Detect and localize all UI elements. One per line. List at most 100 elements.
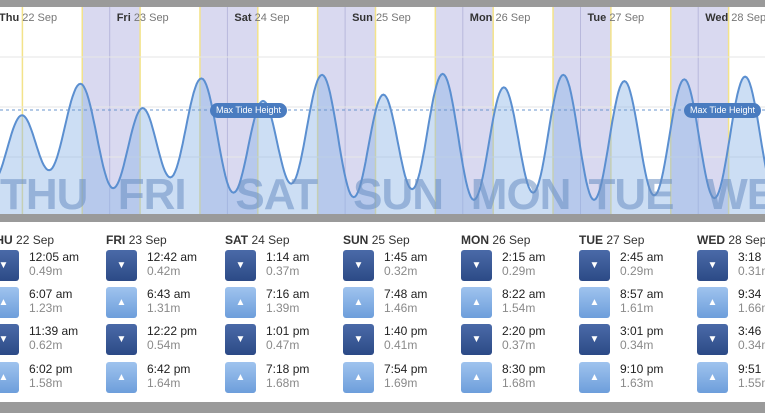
down-arrow-icon: ▼ <box>106 250 137 281</box>
tide-day-header: TUE 27 Sep <box>579 233 644 247</box>
chart-day-name: Sun <box>352 12 373 24</box>
tide-height: 0.42m <box>147 264 181 278</box>
tide-table: THU 22 Sep ▼ 12:05 am0.49m ▲ 6:07 am1.23m ▼ 11… <box>0 222 765 402</box>
tide-day-header: SUN 25 Sep <box>343 233 410 247</box>
tide-height: 1.23m <box>29 301 63 315</box>
tide-height: 0.29m <box>502 264 536 278</box>
tide-height: 1.68m <box>266 376 300 390</box>
day-watermark: SUN <box>353 170 444 214</box>
chart-day-date: 27 Sep <box>609 12 645 24</box>
tide-height: 1.39m <box>266 301 300 315</box>
tide-day-date: 28 Sep <box>728 233 765 247</box>
chart-day-name: Mon <box>469 12 493 24</box>
up-arrow-icon: ▲ <box>579 287 610 318</box>
day-watermark: MON <box>470 170 572 214</box>
chart-day-name: Wed <box>705 12 729 24</box>
tide-height: 0.54m <box>147 338 181 352</box>
tide-day-header: FRI 23 Sep <box>106 233 167 247</box>
tide-time: 1:01 pm <box>266 324 310 338</box>
tide-day-name: MON <box>461 233 489 247</box>
chart-day-name: Sat <box>234 12 252 24</box>
max-tide-label: Max Tide Height <box>684 103 762 118</box>
chart-day-header: Sun 25 Sep <box>352 12 411 24</box>
tide-time: 9:51 pm <box>738 362 765 376</box>
tide-height: 1.58m <box>29 376 63 390</box>
tide-height: 0.29m <box>620 264 654 278</box>
up-arrow-icon: ▲ <box>225 287 256 318</box>
tide-height: 0.47m <box>266 338 300 352</box>
chart-day-date: 26 Sep <box>495 12 531 24</box>
up-arrow-icon: ▲ <box>461 287 492 318</box>
tide-day-name: THU <box>0 233 13 247</box>
tide-time: 2:20 pm <box>502 324 546 338</box>
tide-time: 3:18 am <box>738 250 765 264</box>
chart-day-date: 23 Sep <box>133 12 169 24</box>
tide-day-date: 24 Sep <box>251 233 290 247</box>
tide-height: 0.31m <box>738 264 765 278</box>
down-arrow-icon: ▼ <box>0 324 19 355</box>
down-arrow-icon: ▼ <box>343 250 374 281</box>
tide-day-date: 26 Sep <box>492 233 531 247</box>
chart-day-date: 28 Sep <box>731 12 765 24</box>
tide-day-header: MON 26 Sep <box>461 233 530 247</box>
chart-day-name: Thu <box>0 12 20 24</box>
tide-time: 7:54 pm <box>384 362 428 376</box>
tide-time: 12:42 am <box>147 250 198 264</box>
tide-time: 11:39 am <box>29 324 79 338</box>
tide-height: 1.31m <box>147 301 181 315</box>
tide-day-name: SUN <box>343 233 369 247</box>
up-arrow-icon: ▲ <box>106 287 137 318</box>
down-arrow-icon: ▼ <box>0 250 19 281</box>
up-arrow-icon: ▲ <box>343 362 374 393</box>
tide-day-date: 22 Sep <box>16 233 55 247</box>
chart-day-name: Fri <box>116 12 131 24</box>
tide-height: 0.32m <box>384 264 418 278</box>
down-arrow-icon: ▼ <box>579 250 610 281</box>
tide-time: 7:48 am <box>384 287 428 301</box>
tide-time: 12:22 pm <box>147 324 198 338</box>
tide-height: 1.68m <box>502 376 536 390</box>
tide-time: 6:43 am <box>147 287 191 301</box>
chart-day-date: 25 Sep <box>375 12 411 24</box>
tide-time: 9:34 am <box>738 287 765 301</box>
down-arrow-icon: ▼ <box>343 324 374 355</box>
up-arrow-icon: ▲ <box>579 362 610 393</box>
down-arrow-icon: ▼ <box>106 324 137 355</box>
tide-time: 3:46 pm <box>738 324 765 338</box>
tide-time: 8:30 pm <box>502 362 546 376</box>
tide-height: 1.61m <box>620 301 654 315</box>
tide-line <box>0 72 765 202</box>
tide-time: 8:57 am <box>620 287 664 301</box>
tide-height: 0.49m <box>29 264 63 278</box>
tide-time: 3:01 pm <box>620 324 664 338</box>
chart-day-header: Tue 27 Sep <box>588 12 645 24</box>
tide-height: 1.54m <box>502 301 536 315</box>
tide-time: 7:18 pm <box>266 362 310 376</box>
max-tide-label: Max Tide Height <box>210 103 288 118</box>
tide-time: 2:45 am <box>620 250 664 264</box>
day-watermark: TUE <box>588 170 675 214</box>
chart-day-header: Wed 28 Sep <box>705 12 765 24</box>
tide-height: 1.69m <box>384 376 418 390</box>
up-arrow-icon: ▲ <box>106 362 137 393</box>
tide-height: 1.64m <box>147 376 181 390</box>
tide-height: 0.34m <box>738 338 765 352</box>
chart-day-header: Mon 26 Sep <box>470 12 531 24</box>
tide-height: 0.37m <box>266 264 300 278</box>
tide-time: 12:05 am <box>29 250 80 264</box>
up-arrow-icon: ▲ <box>461 362 492 393</box>
tide-time: 6:02 pm <box>29 362 73 376</box>
tide-time: 6:42 pm <box>147 362 191 376</box>
down-arrow-icon: ▼ <box>461 324 492 355</box>
down-arrow-icon: ▼ <box>225 250 256 281</box>
down-arrow-icon: ▼ <box>697 324 728 355</box>
tide-day-header: THU 22 Sep <box>0 233 54 247</box>
day-watermark: SAT <box>235 170 318 214</box>
down-arrow-icon: ▼ <box>461 250 492 281</box>
up-arrow-icon: ▲ <box>697 287 728 318</box>
up-arrow-icon: ▲ <box>0 287 19 318</box>
up-arrow-icon: ▲ <box>0 362 19 393</box>
tide-height: 0.62m <box>29 338 63 352</box>
tide-height: 0.37m <box>502 338 536 352</box>
tide-time: 9:10 pm <box>620 362 664 376</box>
